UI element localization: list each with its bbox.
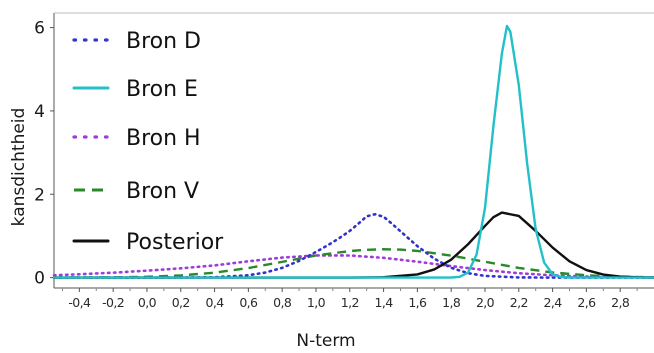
legend-label: Bron E: [126, 77, 198, 102]
x-tick-label: 1,6: [408, 295, 427, 310]
x-tick-label: 0,0: [138, 295, 157, 310]
x-tick-label: 2,0: [476, 295, 495, 310]
x-tick-label: 1,4: [375, 295, 394, 310]
y-axis-title: kansdichtheid: [9, 108, 29, 227]
y-tick-label: 2: [34, 185, 45, 205]
y-tick-label: 6: [34, 19, 45, 39]
x-tick-label: 0,6: [239, 295, 258, 310]
x-tick-label: 2,4: [544, 295, 563, 310]
x-tick-label: 1,8: [442, 295, 461, 310]
x-tick-label: 0,2: [172, 295, 190, 310]
y-tick-label: 4: [34, 102, 45, 122]
series-line-bron-e: [52, 24, 654, 279]
x-tick-label: 2,8: [611, 295, 630, 310]
x-tick-label: 2,2: [510, 295, 528, 310]
legend-label: Posterior: [126, 230, 224, 255]
legend: Bron D Bron E Bron H Bron V Posterior: [72, 29, 224, 255]
x-axis: -0,4 -0,2 0,0 0,2 0,4 0,6 0,8 1,0 1,2 1,4 1,6 1,8 2,…: [61, 288, 638, 310]
x-tick-label: 2,6: [577, 295, 596, 310]
series-line-bron-d: [52, 212, 654, 279]
legend-label: Bron D: [126, 29, 201, 54]
y-axis: 0 2 4 6: [34, 19, 54, 289]
y-tick-label: 0: [34, 269, 45, 289]
x-tick-label: -0,4: [68, 295, 91, 310]
legend-label: Bron H: [126, 126, 201, 151]
x-tick-label: 1,0: [307, 295, 326, 310]
x-tick-label: -0,2: [102, 295, 124, 310]
series-layer: [52, 24, 654, 279]
x-axis-title: N-term: [296, 331, 355, 351]
plot-area: [53, 12, 654, 289]
legend-label: Bron V: [126, 179, 199, 204]
x-tick-label: 1,2: [341, 295, 359, 310]
series-line-posterior: [52, 211, 654, 279]
x-tick-label: 0,8: [273, 295, 292, 310]
x-tick-label: 0,4: [206, 295, 225, 310]
series-line-bron-v: [53, 248, 654, 279]
